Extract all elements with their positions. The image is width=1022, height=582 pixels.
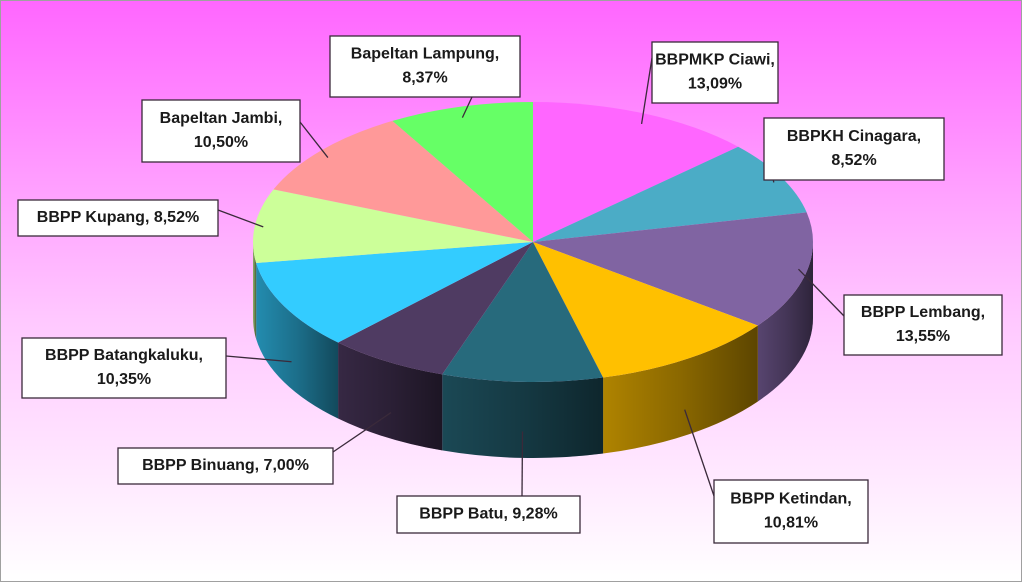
data-label: BBPMKP Ciawi, xyxy=(655,52,775,69)
pie-side-shade xyxy=(603,325,758,454)
pie-slice xyxy=(442,242,604,382)
pie-slice xyxy=(533,146,807,242)
data-label: BBPP Binuang, 7,00% xyxy=(142,457,309,474)
label-box xyxy=(21,337,227,399)
leader-line xyxy=(332,412,392,453)
label-box xyxy=(117,447,334,485)
leader-line xyxy=(640,57,653,125)
label-box xyxy=(713,479,869,544)
leader-line xyxy=(461,96,473,118)
label-box xyxy=(396,495,581,534)
data-label: BBPP Lembang, xyxy=(861,304,985,321)
pie-slice xyxy=(533,212,813,326)
data-label: 13,09% xyxy=(688,76,742,93)
pie-slice xyxy=(533,242,758,378)
data-label: Bapeltan Lampung, xyxy=(351,46,499,63)
pie-slice xyxy=(273,120,533,242)
data-label: 10,35% xyxy=(97,371,151,388)
label-box xyxy=(763,117,945,181)
pie-side-shade xyxy=(253,242,257,339)
pie-slice xyxy=(256,242,533,343)
leader-line xyxy=(225,355,292,363)
data-label: 10,81% xyxy=(764,515,818,532)
pie-slice xyxy=(533,102,739,242)
data-labels: BBPMKP Ciawi, 13,09% BBPKH Cinagara, 8,52% B… xyxy=(17,35,1003,544)
pie-side-shade xyxy=(338,342,443,451)
leader-line xyxy=(217,209,264,228)
label-box xyxy=(843,294,1003,356)
label-box xyxy=(651,41,779,104)
data-label: BBPP Kupang, 8,52% xyxy=(37,209,199,226)
leader-line xyxy=(798,268,845,317)
pie-tops xyxy=(252,102,813,382)
data-label: BBPP Batu, 9,28% xyxy=(419,506,557,523)
pie-sides xyxy=(253,242,813,458)
data-label: BBPP Ketindan, xyxy=(730,491,852,508)
label-box xyxy=(141,99,301,163)
data-label: BBPP Batangkaluku, xyxy=(45,347,203,364)
leader-line xyxy=(521,431,524,497)
pie-side-shade xyxy=(256,262,339,419)
data-label: 8,37% xyxy=(402,70,447,87)
data-label: 8,52% xyxy=(831,152,876,169)
data-label: BBPKH Cinagara, xyxy=(787,128,921,145)
pie-side-shade xyxy=(757,242,813,402)
leader-line xyxy=(299,121,329,158)
pie-side-shade xyxy=(442,374,604,458)
label-box xyxy=(17,199,219,237)
label-box xyxy=(329,35,521,98)
pie-slice xyxy=(252,189,533,263)
data-label: 10,50% xyxy=(194,134,248,151)
data-label: 13,55% xyxy=(896,328,950,345)
pie-slice xyxy=(392,102,533,242)
leader-line xyxy=(684,409,715,497)
pie-slice xyxy=(338,242,533,375)
data-label: Bapeltan Jambi, xyxy=(160,110,283,127)
